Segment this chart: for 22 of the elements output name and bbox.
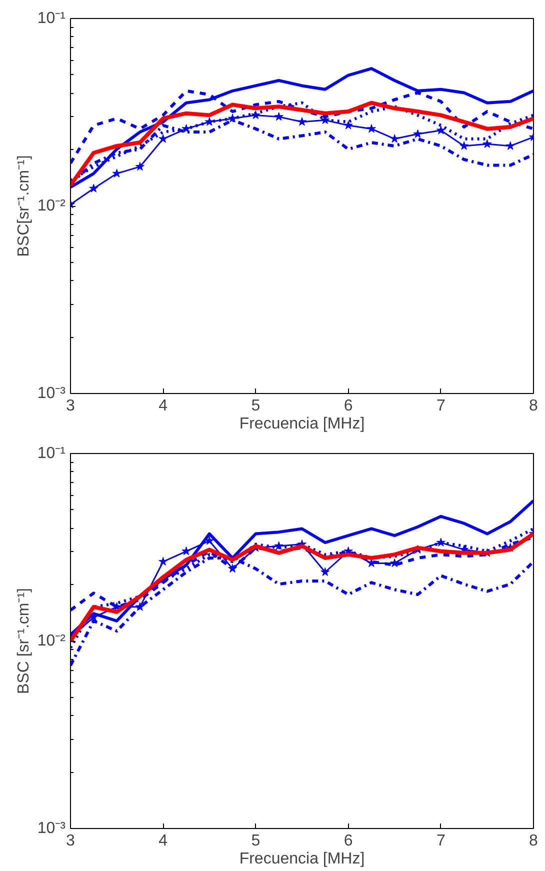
- y-tick-label: 10⁻³: [37, 385, 66, 402]
- x-tick-label: 4: [158, 398, 168, 414]
- x-tick-label: 6: [344, 832, 353, 850]
- x-tick-label: 4: [158, 832, 168, 850]
- x-tick-label: 3: [66, 832, 76, 850]
- x-tick-label: 8: [529, 832, 538, 850]
- y-axis-title: BSC [sr⁻¹.cm⁻¹]: [15, 588, 32, 694]
- x-tick-label: 8: [529, 398, 538, 414]
- x-tick-label: 7: [436, 832, 446, 850]
- x-tick-label: 5: [251, 832, 260, 850]
- x-tick-label: 5: [251, 398, 260, 414]
- y-tick-label: 10⁻³: [37, 820, 66, 837]
- x-tick-label: 6: [344, 398, 353, 414]
- x-tick-label: 3: [66, 398, 76, 414]
- x-axis-title: Frecuencia [MHz]: [239, 416, 365, 432]
- y-tick-label: 10⁻¹: [37, 10, 66, 27]
- y-tick-label: 10⁻²: [37, 632, 66, 650]
- y-tick-label: 10⁻²: [37, 198, 66, 214]
- y-tick-label: 10⁻¹: [37, 445, 66, 462]
- x-axis-title: Frecuencia [MHz]: [239, 850, 365, 868]
- y-axis-title: BSC[sr⁻¹.cm⁻¹]: [15, 155, 32, 257]
- x-tick-label: 7: [436, 398, 446, 414]
